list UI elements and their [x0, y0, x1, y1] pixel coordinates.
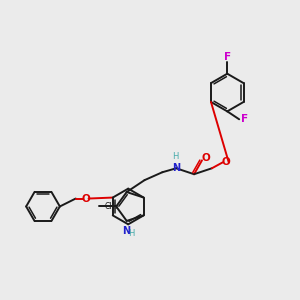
Text: O: O — [202, 153, 210, 164]
Text: H: H — [172, 152, 178, 161]
Text: N: N — [123, 226, 131, 236]
Text: F: F — [224, 52, 231, 62]
Text: CH₃: CH₃ — [104, 202, 118, 211]
Text: O: O — [221, 157, 230, 167]
Text: H: H — [128, 229, 135, 238]
Text: O: O — [81, 194, 90, 203]
Text: F: F — [241, 114, 248, 124]
Text: N: N — [172, 163, 180, 173]
